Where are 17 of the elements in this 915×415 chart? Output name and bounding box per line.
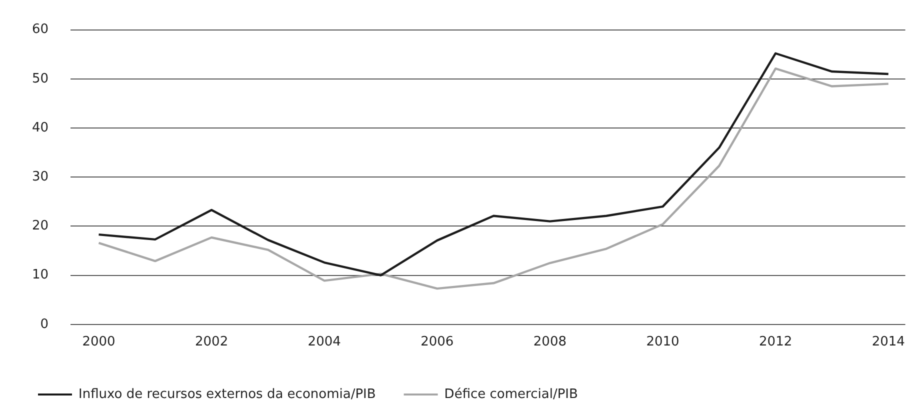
y-tick-label: 20 [32, 218, 49, 234]
x-tick-label: 2010 [646, 334, 680, 350]
y-tick-label: 60 [32, 22, 49, 38]
y-tick-label: 50 [32, 71, 49, 86]
x-tick-label: 2012 [759, 334, 792, 350]
y-tick-label: 10 [32, 268, 49, 283]
x-tick-label: 2000 [82, 334, 116, 350]
x-tick-label: 2002 [195, 334, 228, 350]
x-tick-label: 2004 [308, 334, 341, 350]
y-tick-label: 40 [32, 120, 49, 136]
legend-label: Défice comercial/PIB [444, 386, 578, 402]
y-tick-label: 0 [40, 316, 49, 332]
x-tick-label: 2008 [533, 334, 567, 350]
x-tick-label: 2014 [872, 334, 905, 350]
legend-label: Influxo de recursos externos da economia/PIB [78, 386, 376, 402]
y-tick-label: 30 [32, 169, 49, 184]
x-tick-label: 2006 [420, 334, 454, 350]
